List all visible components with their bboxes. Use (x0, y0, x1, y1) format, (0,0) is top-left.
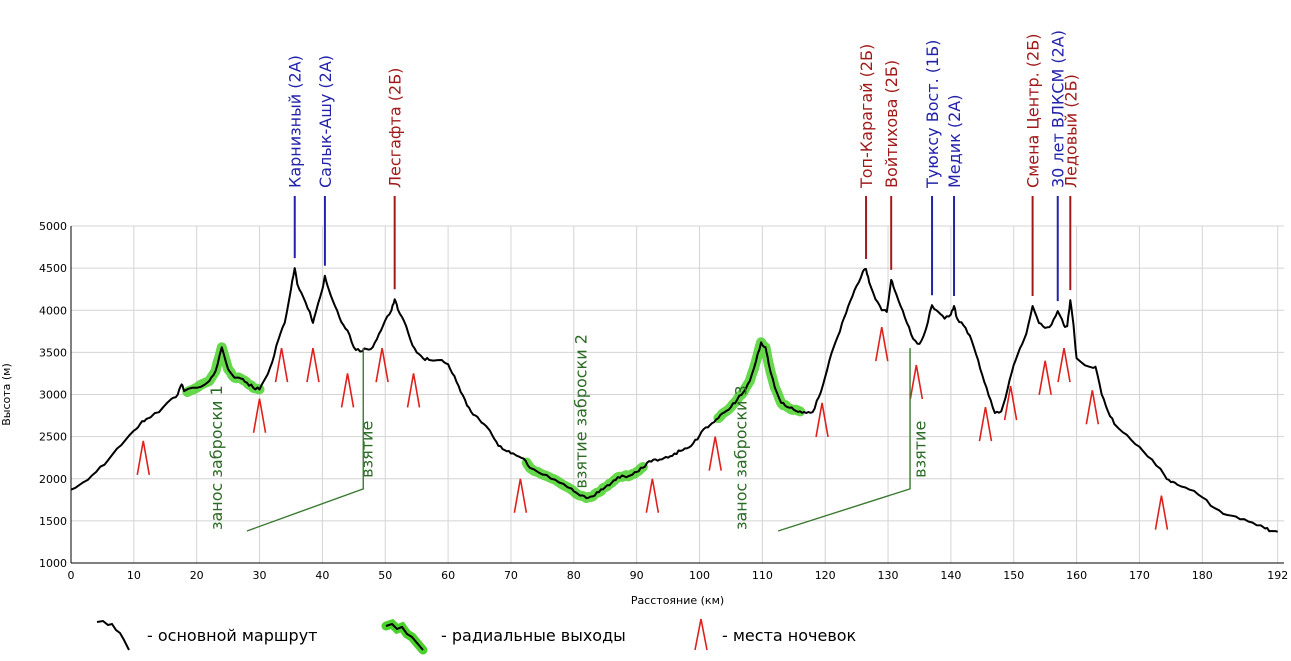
overnight-markers (136, 326, 1169, 530)
overnight-marker (1154, 495, 1169, 530)
legend-swatch-radial (381, 618, 428, 655)
y-tick-label: 1000 (39, 557, 67, 570)
overnight-marker (340, 373, 355, 408)
pass-label: Топ-Карагай (2Б) (857, 44, 876, 189)
y-tick-label: 3000 (39, 389, 67, 402)
x-tick-label: 170 (1129, 569, 1150, 582)
legend-swatch-overnight (694, 618, 708, 651)
x-tick-label: 130 (878, 569, 899, 582)
passes: Карнизный (2А) Салык-Ашу (2А) Лесгафта (2Б… (286, 30, 1080, 302)
overnight-marker (1003, 385, 1018, 421)
x-tick-label: 70 (504, 569, 518, 582)
y-tick-label: 4000 (39, 304, 67, 317)
y-tick-label: 2000 (39, 473, 67, 486)
note-label: взятие (358, 421, 377, 478)
overnight-marker (1038, 360, 1052, 395)
annotations: занос заброски 1 взятие взятие заброски 2 з… (207, 334, 930, 532)
note-label: взятие заброски 2 (571, 334, 590, 488)
overnight-marker (306, 348, 320, 383)
legend-label-radial: - радиальные выходы (441, 626, 626, 645)
overnight-marker (1057, 348, 1071, 383)
note-label: занос заброски 1 (207, 385, 226, 530)
x-tick-label: 80 (567, 569, 581, 582)
overnight-marker (1085, 390, 1100, 425)
pass-label: Смена Центр. (2Б) (1024, 34, 1043, 188)
legend: - основной маршрут - радиальные выходы - м… (96, 618, 857, 655)
main-route (70, 267, 1279, 533)
pass-label: Войтихова (2Б) (882, 60, 901, 188)
legend-swatch-main (96, 619, 130, 651)
x-tick-label: 180 (1192, 569, 1213, 582)
pass-label: Ледовый (2Б) (1061, 74, 1080, 188)
x-tick-label: 160 (1066, 569, 1087, 582)
x-tick-label: 110 (752, 569, 773, 582)
pass-label: 30 лет ВЛКСМ (2А) (1049, 30, 1068, 188)
legend-swatch-radial-core (385, 622, 424, 651)
pass-label: Карнизный (2А) (286, 55, 305, 188)
pass-label: Медик (2А) (945, 95, 964, 188)
x-tick-label: 150 (1003, 569, 1024, 582)
grid (70, 225, 1284, 564)
x-tick-label: 10 (127, 569, 141, 582)
axes: 0 10 20 30 40 50 60 70 80 90 100 110 120 130 140 150 160… (0, 220, 1288, 607)
overnight-marker (136, 440, 151, 475)
x-tick-label: 50 (378, 569, 392, 582)
x-tick-label: 120 (815, 569, 836, 582)
note-connector (777, 348, 911, 532)
y-tick-label: 3500 (39, 346, 67, 359)
y-tick-label: 2500 (39, 431, 67, 444)
pass-label: Туюксу Вост. (1Б) (923, 40, 942, 189)
y-tick-label: 4500 (39, 262, 67, 275)
overnight-marker (645, 478, 660, 513)
overnight-marker (978, 406, 993, 442)
legend-label-overnight: - места ночевок (722, 626, 857, 645)
x-tick-label: 192 (1267, 569, 1288, 582)
x-tick-label: 100 (689, 569, 710, 582)
note-label: занос заброски 3 (732, 385, 751, 530)
overnight-marker (274, 348, 289, 383)
pass-label: Салык-Ашу (2А) (316, 55, 335, 188)
overnight-marker (874, 326, 889, 362)
x-tick-label: 90 (630, 569, 644, 582)
main-route-line (70, 267, 1279, 533)
overnight-marker (708, 436, 722, 471)
note-connector (246, 348, 364, 532)
x-tick-label: 60 (441, 569, 455, 582)
overnight-marker (513, 478, 528, 513)
x-axis-title: Расстояние (км) (631, 594, 724, 607)
note-label: взятие (911, 421, 930, 478)
pass-label: Лесгафта (2Б) (386, 68, 405, 188)
x-tick-label: 20 (190, 569, 204, 582)
overnight-marker (815, 402, 829, 438)
x-tick-label: 140 (940, 569, 961, 582)
overnight-marker (909, 364, 924, 400)
overnight-marker (406, 373, 421, 408)
y-tick-label: 1500 (39, 515, 67, 528)
x-tick-label: 30 (253, 569, 267, 582)
legend-label-main: - основной маршрут (147, 626, 317, 645)
y-tick-label: 5000 (39, 220, 67, 233)
overnight-marker (375, 348, 389, 383)
y-axis-title: Высота (м) (0, 363, 13, 426)
overnight-marker (252, 398, 267, 433)
x-tick-label: 0 (68, 569, 75, 582)
x-tick-label: 40 (315, 569, 329, 582)
